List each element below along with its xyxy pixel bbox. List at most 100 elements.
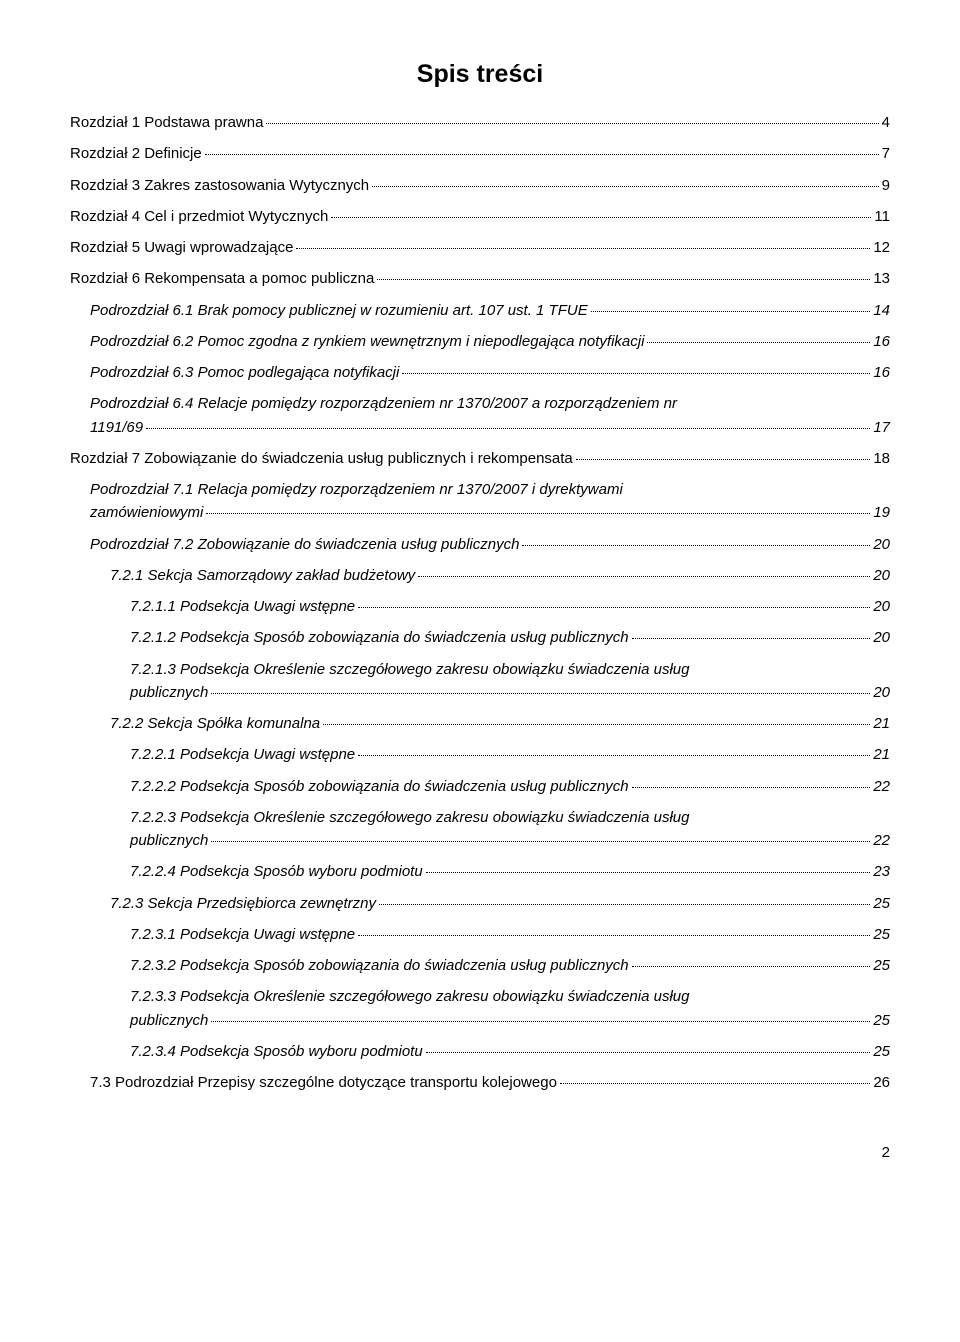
toc-entry-page: 20 [873, 595, 890, 618]
toc-leader-dots [372, 186, 879, 187]
toc-entry-label: Podrozdział 6.4 Relacje pomiędzy rozporz… [90, 395, 677, 412]
toc-entry-label: Rozdział 2 Definicje [70, 142, 202, 165]
toc-leader-dots [377, 279, 870, 280]
toc-entry[interactable]: Rozdział 1 Podstawa prawna 4 [70, 111, 890, 134]
toc-entry[interactable]: Rozdział 2 Definicje 7 [70, 142, 890, 165]
toc-entry[interactable]: 7.2.1 Sekcja Samorządowy zakład budżetow… [70, 564, 890, 587]
toc-entry-page: 11 [874, 205, 890, 228]
toc-entry-page: 21 [873, 712, 890, 735]
toc-leader-dots [358, 935, 870, 936]
toc-entry[interactable]: 7.2.3.2 Podsekcja Sposób zobowiązania do… [70, 954, 890, 977]
toc-entry-label: 7.2.1 Sekcja Samorządowy zakład budżetow… [110, 564, 415, 587]
toc-leader-dots [647, 342, 870, 343]
toc-entry[interactable]: Rozdział 7 Zobowiązanie do świadczenia u… [70, 447, 890, 470]
toc-entry-page: 19 [873, 501, 890, 524]
toc-entry[interactable]: 7.3 Podrozdział Przepisy szczególne doty… [70, 1071, 890, 1094]
toc-entry-label: Rozdział 3 Zakres zastosowania Wytycznyc… [70, 174, 369, 197]
toc-entry-label: 7.2.3.1 Podsekcja Uwagi wstępne [130, 923, 355, 946]
toc-entry[interactable]: Podrozdział 6.2 Pomoc zgodna z rynkiem w… [70, 330, 890, 353]
toc-leader-dots [426, 872, 871, 873]
toc-entry[interactable]: 7.2.1.3 Podsekcja Określenie szczegółowe… [70, 658, 890, 705]
toc-entry[interactable]: 7.2.2.1 Podsekcja Uwagi wstępne 21 [70, 743, 890, 766]
toc-entry[interactable]: 7.2.1.2 Podsekcja Sposób zobowiązania do… [70, 626, 890, 649]
toc-leader-dots [576, 459, 871, 460]
toc-entry-page: 25 [873, 923, 890, 946]
toc-entry-label: 7.2.2.3 Podsekcja Określenie szczegółowe… [130, 809, 689, 826]
toc-entry-page: 25 [873, 892, 890, 915]
toc-entry-label: 7.2.1.1 Podsekcja Uwagi wstępne [130, 595, 355, 618]
toc-leader-dots [632, 966, 871, 967]
toc-entry-page: 26 [873, 1071, 890, 1094]
toc-entry[interactable]: Podrozdział 7.1 Relacja pomiędzy rozporz… [70, 478, 890, 525]
toc-leader-dots [296, 248, 870, 249]
toc-entry[interactable]: Podrozdział 6.1 Brak pomocy publicznej w… [70, 299, 890, 322]
toc-entry-page: 13 [873, 267, 890, 290]
toc-leader-dots [205, 154, 879, 155]
toc-leader-dots [211, 841, 870, 842]
toc-entry[interactable]: 7.2.3 Sekcja Przedsiębiorca zewnętrzny25 [70, 892, 890, 915]
toc-entry-label: 1191/69 [90, 416, 143, 439]
toc-entry-label: Podrozdział 7.1 Relacja pomiędzy rozporz… [90, 481, 623, 498]
page-number: 2 [70, 1144, 890, 1161]
toc-entry-page: 7 [882, 142, 890, 165]
toc-entry-page: 21 [873, 743, 890, 766]
toc-entry-page: 9 [882, 174, 890, 197]
toc-leader-dots [426, 1052, 871, 1053]
toc-leader-dots [358, 607, 870, 608]
toc-entry-page: 16 [873, 330, 890, 353]
toc-entry[interactable]: Podrozdział 6.4 Relacje pomiędzy rozporz… [70, 392, 890, 439]
toc-leader-dots [632, 787, 871, 788]
toc-entry-label: 7.2.2.2 Podsekcja Sposób zobowiązania do… [130, 775, 629, 798]
toc-entry-label: 7.2.2 Sekcja Spółka komunalna [110, 712, 320, 735]
toc-entry[interactable]: 7.2.2.2 Podsekcja Sposób zobowiązania do… [70, 775, 890, 798]
toc-entry[interactable]: 7.2.3.3 Podsekcja Określenie szczegółowe… [70, 985, 890, 1032]
toc-leader-dots [331, 217, 871, 218]
toc-entry[interactable]: Rozdział 5 Uwagi wprowadzające12 [70, 236, 890, 259]
toc-entry-label: 7.2.2.1 Podsekcja Uwagi wstępne [130, 743, 355, 766]
toc-entry-label: 7.2.2.4 Podsekcja Sposób wyboru podmiotu [130, 860, 423, 883]
toc-entry-page: 17 [873, 416, 890, 439]
toc-entry-label: Podrozdział 6.3 Pomoc podlegająca notyfi… [90, 361, 399, 384]
toc-entry[interactable]: 7.2.2 Sekcja Spółka komunalna 21 [70, 712, 890, 735]
toc-entry-page: 22 [873, 775, 890, 798]
toc-entry-page: 18 [873, 447, 890, 470]
toc-leader-dots [632, 638, 871, 639]
toc-entry-page: 4 [882, 111, 890, 134]
toc-entry-label: publicznych [130, 681, 208, 704]
toc-entry[interactable]: Rozdział 4 Cel i przedmiot Wytycznych 11 [70, 205, 890, 228]
toc-entry-page: 23 [873, 860, 890, 883]
toc-entry-label: Rozdział 7 Zobowiązanie do świadczenia u… [70, 447, 573, 470]
toc-entry[interactable]: Podrozdział 7.2 Zobowiązanie do świadcze… [70, 533, 890, 556]
toc-entry-page: 25 [873, 954, 890, 977]
toc-entry-page: 14 [873, 299, 890, 322]
toc-entry-page: 20 [873, 626, 890, 649]
toc-entry[interactable]: Rozdział 6 Rekompensata a pomoc publiczn… [70, 267, 890, 290]
toc-entry-page: 20 [873, 564, 890, 587]
toc-entry-label: Rozdział 1 Podstawa prawna [70, 111, 263, 134]
toc-leader-dots [522, 545, 870, 546]
toc-entry-label: 7.2.1.3 Podsekcja Określenie szczegółowe… [130, 661, 689, 678]
toc-leader-dots [146, 428, 870, 429]
toc-leader-dots [418, 576, 870, 577]
toc-entry-label: Rozdział 6 Rekompensata a pomoc publiczn… [70, 267, 374, 290]
toc-entry-label: 7.2.3.3 Podsekcja Określenie szczegółowe… [130, 988, 689, 1005]
toc-leader-dots [323, 724, 870, 725]
toc-leader-dots [211, 1021, 870, 1022]
toc-entry[interactable]: 7.2.3.1 Podsekcja Uwagi wstępne 25 [70, 923, 890, 946]
toc-entry[interactable]: 7.2.3.4 Podsekcja Sposób wyboru podmiotu… [70, 1040, 890, 1063]
toc-entry[interactable]: Rozdział 3 Zakres zastosowania Wytycznyc… [70, 174, 890, 197]
toc-entry[interactable]: 7.2.2.4 Podsekcja Sposób wyboru podmiotu… [70, 860, 890, 883]
toc-entry-label: 7.3 Podrozdział Przepisy szczególne doty… [90, 1071, 557, 1094]
toc-leader-dots [211, 693, 870, 694]
toc-entry-label: zamówieniowymi [90, 501, 203, 524]
toc-entry-label: Rozdział 4 Cel i przedmiot Wytycznych [70, 205, 328, 228]
toc-leader-dots [591, 311, 871, 312]
toc-entry-label: Podrozdział 6.2 Pomoc zgodna z rynkiem w… [90, 330, 644, 353]
toc-leader-dots [379, 904, 870, 905]
toc-leader-dots [206, 513, 870, 514]
toc-entry-page: 25 [873, 1040, 890, 1063]
toc-entry[interactable]: 7.2.1.1 Podsekcja Uwagi wstępne 20 [70, 595, 890, 618]
toc-entry[interactable]: Podrozdział 6.3 Pomoc podlegająca notyfi… [70, 361, 890, 384]
toc-entry-page: 12 [873, 236, 890, 259]
toc-entry[interactable]: 7.2.2.3 Podsekcja Określenie szczegółowe… [70, 806, 890, 853]
